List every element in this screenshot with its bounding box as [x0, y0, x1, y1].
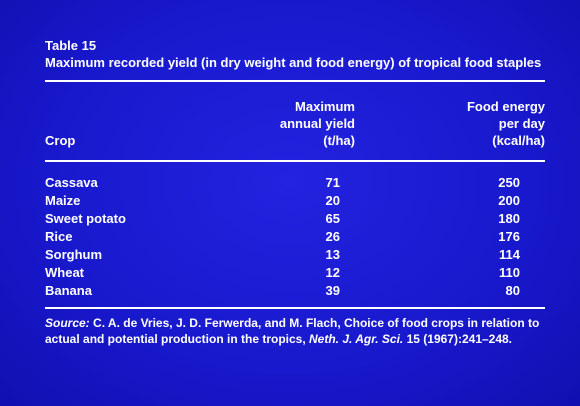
cell-crop: Sorghum — [45, 247, 103, 262]
cell-energy: 176 — [498, 229, 520, 244]
table-row: Rice 26 176 — [45, 228, 545, 246]
table-row: Sorghum 13 114 — [45, 246, 545, 264]
cell-energy: 200 — [498, 193, 520, 208]
cell-crop: Banana — [45, 283, 92, 298]
cell-crop: Sweet potato — [45, 211, 126, 226]
table-slide: Table 15 Maximum recorded yield (in dry … — [45, 38, 545, 347]
source-text-1: C. A. de Vries, J. D. Ferwerda, and M. F… — [45, 316, 540, 346]
top-rule — [45, 80, 545, 82]
source-journal: Neth. J. Agr. Sci. — [309, 332, 404, 346]
cell-energy: 114 — [499, 247, 520, 262]
cell-yield: 71 — [325, 175, 340, 190]
header-energy: Food energy per day (kcal/ha) — [425, 98, 545, 149]
table-row: Wheat 12 110 — [45, 264, 545, 282]
cell-crop: Cassava — [45, 175, 98, 190]
cell-yield: 65 — [325, 211, 340, 226]
table-title: Maximum recorded yield (in dry weight an… — [45, 55, 542, 70]
source-label: Source: — [45, 316, 90, 330]
header-crop: Crop — [45, 133, 76, 148]
header-energy-line1: Food energy — [466, 99, 545, 114]
header-yield-line2: annual yield — [279, 116, 355, 131]
cell-crop: Wheat — [45, 265, 84, 280]
cell-crop: Maize — [45, 193, 81, 208]
table-row: Banana 39 80 — [45, 282, 545, 300]
bottom-rule — [45, 307, 545, 309]
cell-energy: 250 — [498, 175, 520, 190]
cell-yield: 20 — [325, 193, 340, 208]
table-row: Maize 20 200 — [45, 192, 545, 210]
source-text-2: 15 (1967):241–248. — [403, 332, 513, 346]
cell-energy: 80 — [505, 283, 520, 298]
source-note: Source: C. A. de Vries, J. D. Ferwerda, … — [45, 315, 545, 347]
header-yield: Maximum annual yield (t/ha) — [235, 98, 355, 149]
table-body: Cassava 71 250 Maize 20 200 Sweet potato… — [45, 174, 545, 300]
cell-yield: 12 — [325, 265, 340, 280]
cell-yield: 26 — [325, 229, 340, 244]
table-row: Cassava 71 250 — [45, 174, 545, 192]
table-number: Table 15 — [45, 38, 97, 53]
cell-energy: 110 — [499, 265, 520, 280]
cell-yield: 39 — [325, 283, 340, 298]
cell-energy: 180 — [498, 211, 520, 226]
table-row: Sweet potato 65 180 — [45, 210, 545, 228]
header-energy-line3: (kcal/ha) — [492, 133, 545, 148]
header-yield-line3: (t/ha) — [323, 133, 355, 148]
cell-yield: 13 — [325, 247, 340, 262]
table-header: Crop Maximum annual yield (t/ha) Food en… — [45, 92, 545, 154]
cell-crop: Rice — [45, 229, 73, 244]
header-rule — [45, 160, 545, 162]
header-yield-line1: Maximum — [295, 99, 355, 114]
header-energy-line2: per day — [498, 116, 545, 131]
